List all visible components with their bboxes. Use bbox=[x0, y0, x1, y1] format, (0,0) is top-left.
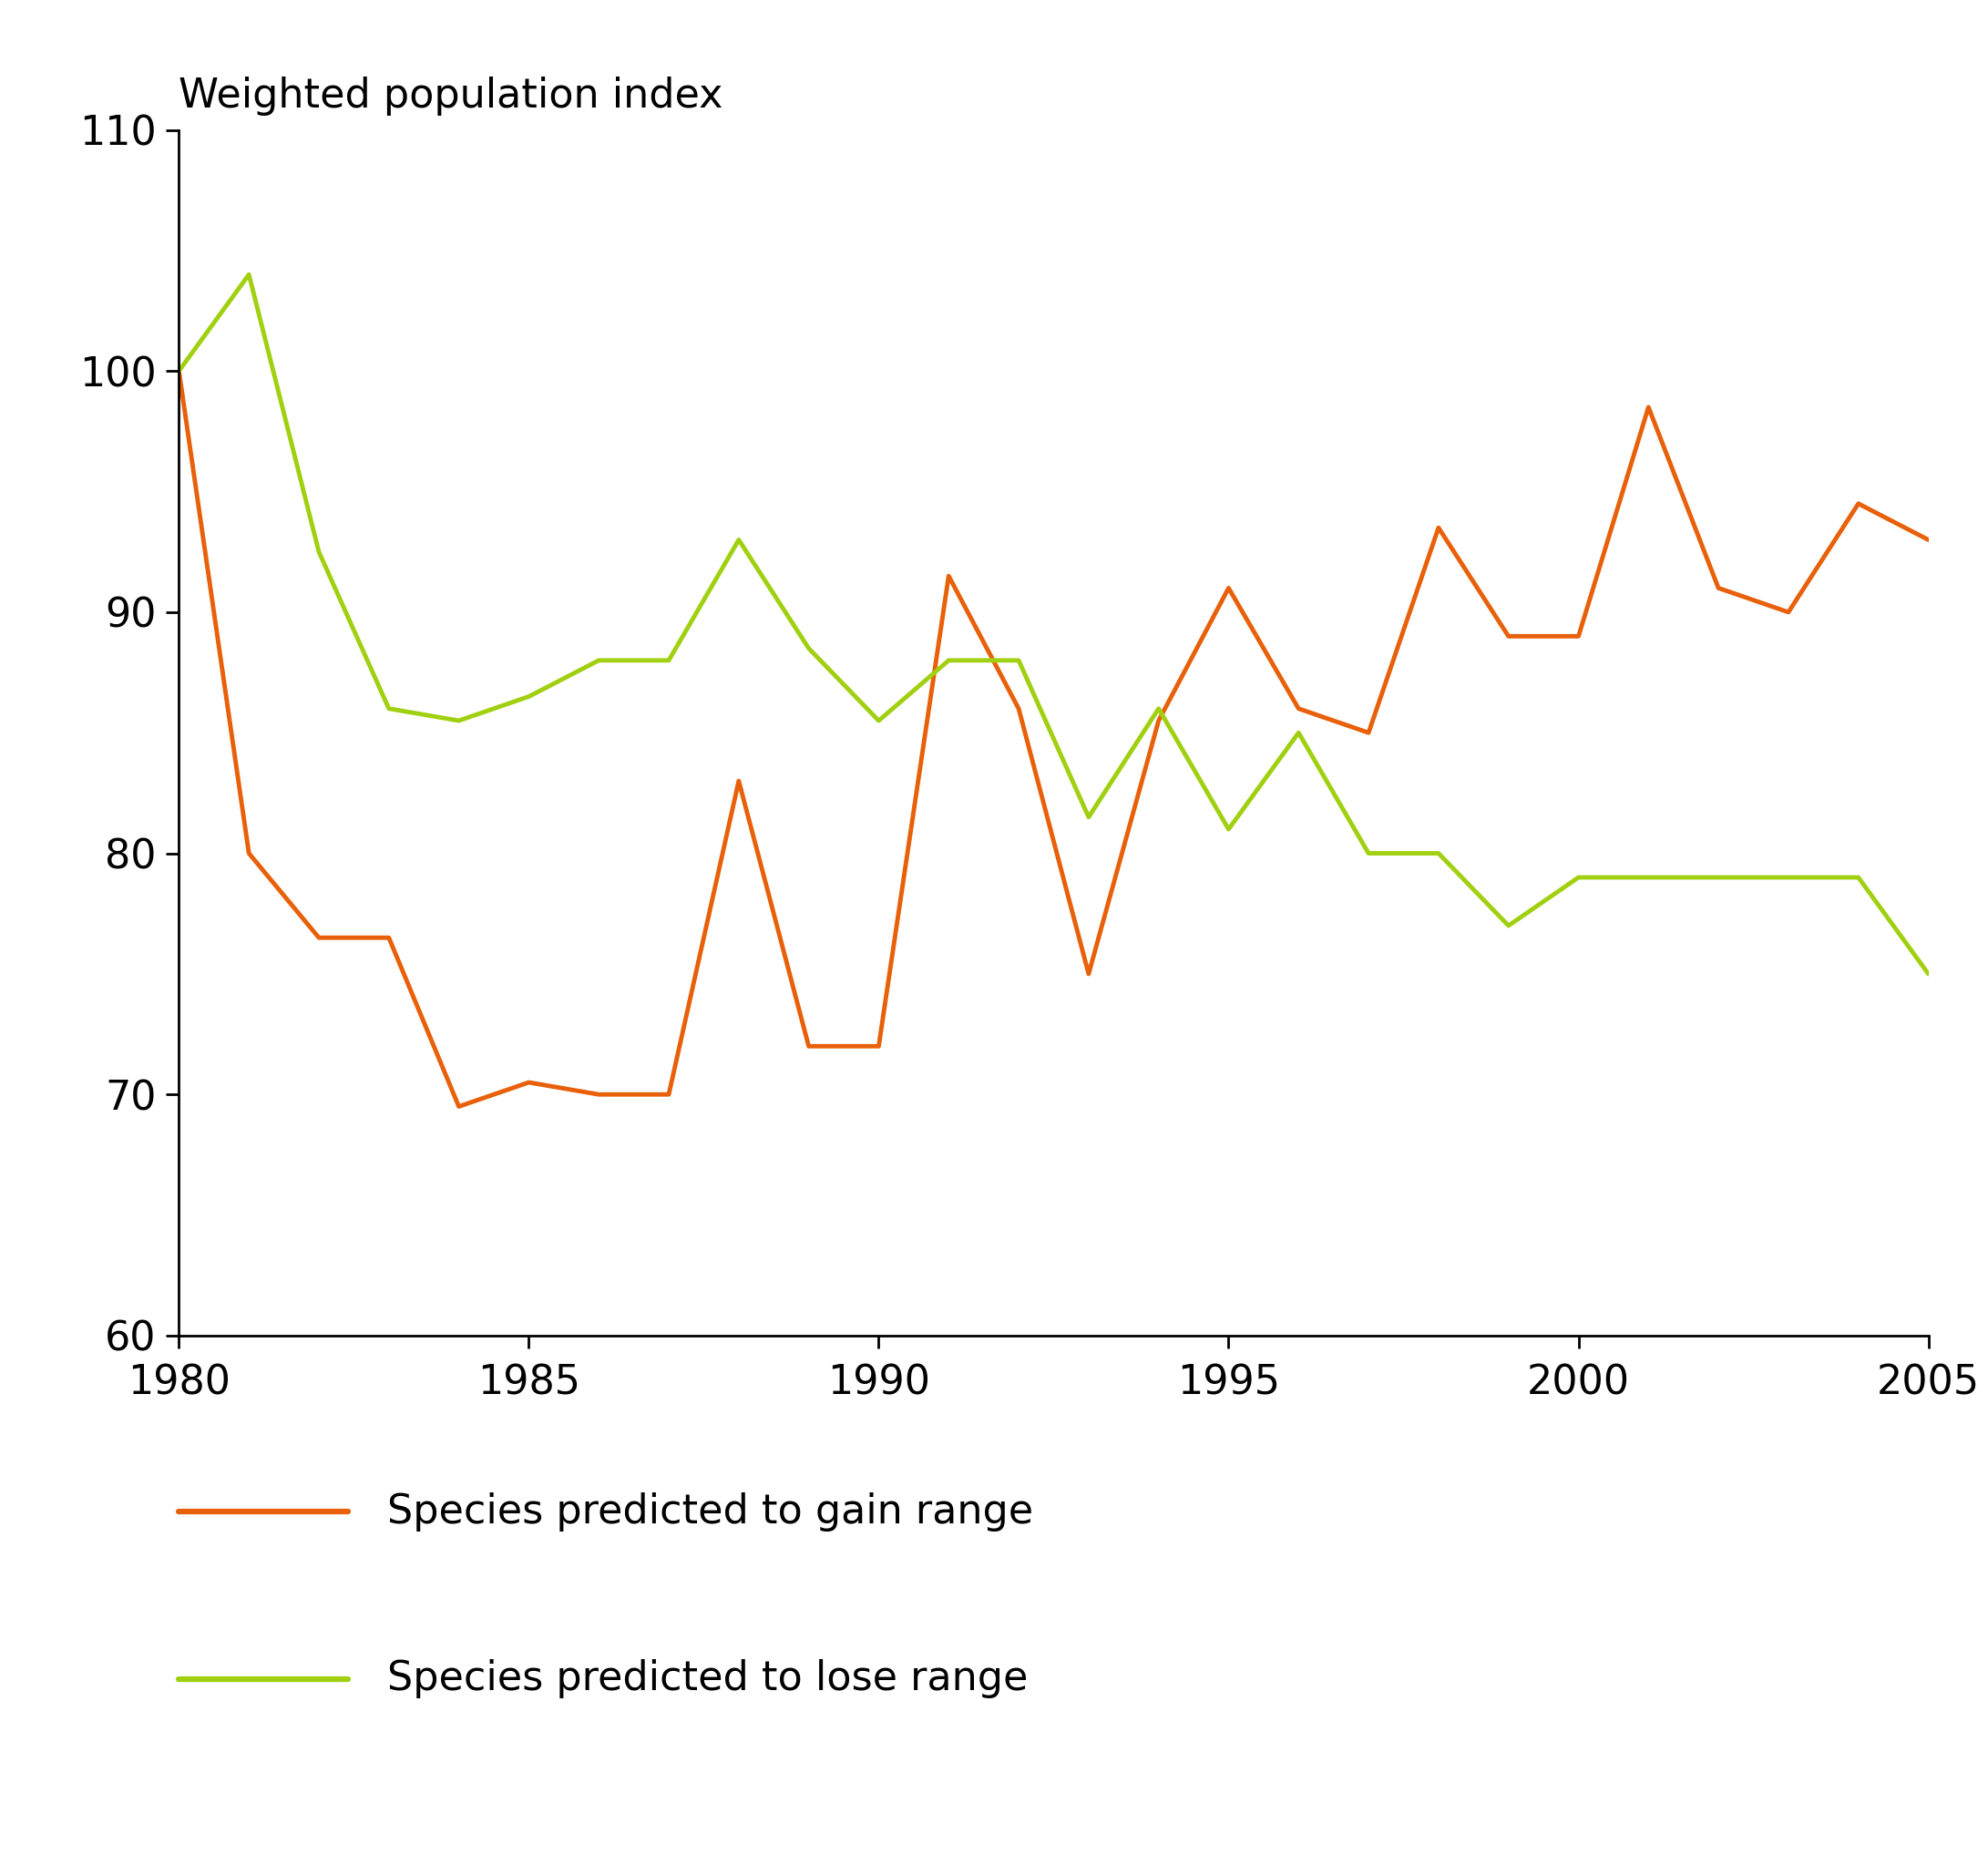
Species predicted to gain range bbox=[728, 770, 751, 792]
Species predicted to gain range bbox=[1077, 963, 1101, 985]
Species predicted to gain range bbox=[1006, 697, 1030, 720]
Species predicted to gain range bbox=[517, 1072, 541, 1094]
Species predicted to gain range bbox=[1777, 601, 1801, 623]
Species predicted to gain range bbox=[1356, 722, 1380, 744]
Species predicted to gain range bbox=[1497, 625, 1521, 647]
Species predicted to gain range bbox=[586, 1083, 610, 1106]
Species predicted to lose range bbox=[237, 263, 260, 286]
Species predicted to lose range bbox=[1356, 842, 1380, 864]
Species predicted to gain range bbox=[1427, 516, 1451, 538]
Species predicted to lose range bbox=[728, 529, 751, 551]
Species predicted to lose range bbox=[167, 360, 191, 382]
Line: Species predicted to lose range: Species predicted to lose range bbox=[179, 275, 1928, 974]
Species predicted to lose range bbox=[1497, 915, 1521, 937]
Line: Species predicted to gain range: Species predicted to gain range bbox=[179, 371, 1928, 1106]
Species predicted to lose range bbox=[1217, 818, 1241, 840]
Species predicted to gain range bbox=[936, 564, 960, 586]
Species predicted to gain range bbox=[1916, 529, 1940, 551]
Species predicted to lose range bbox=[306, 540, 330, 562]
Species predicted to gain range bbox=[1636, 395, 1660, 417]
Species predicted to gain range bbox=[237, 842, 260, 864]
Text: Species predicted to gain range: Species predicted to gain range bbox=[388, 1491, 1034, 1532]
Species predicted to lose range bbox=[797, 638, 821, 660]
Species predicted to gain range bbox=[867, 1035, 891, 1057]
Species predicted to gain range bbox=[1567, 625, 1590, 647]
Species predicted to lose range bbox=[936, 649, 960, 672]
Species predicted to gain range bbox=[447, 1094, 471, 1117]
Species predicted to lose range bbox=[586, 649, 610, 672]
Text: Species predicted to lose range: Species predicted to lose range bbox=[388, 1658, 1028, 1699]
Text: Weighted population index: Weighted population index bbox=[179, 76, 724, 115]
Species predicted to gain range bbox=[1217, 577, 1241, 599]
Species predicted to gain range bbox=[1847, 492, 1871, 514]
Species predicted to gain range bbox=[378, 926, 402, 948]
Species predicted to lose range bbox=[867, 709, 891, 731]
Species predicted to lose range bbox=[656, 649, 680, 672]
Species predicted to gain range bbox=[1286, 697, 1310, 720]
Species predicted to lose range bbox=[1077, 805, 1101, 827]
Species predicted to lose range bbox=[517, 684, 541, 707]
Species predicted to lose range bbox=[1427, 842, 1451, 864]
Species predicted to gain range bbox=[656, 1083, 680, 1106]
Species predicted to lose range bbox=[1006, 649, 1030, 672]
Species predicted to lose range bbox=[1916, 963, 1940, 985]
Species predicted to gain range bbox=[306, 926, 330, 948]
Species predicted to lose range bbox=[1777, 866, 1801, 889]
Species predicted to lose range bbox=[447, 709, 471, 731]
Species predicted to lose range bbox=[1847, 866, 1871, 889]
Species predicted to lose range bbox=[378, 697, 402, 720]
Species predicted to lose range bbox=[1567, 866, 1590, 889]
Species predicted to lose range bbox=[1706, 866, 1730, 889]
Species predicted to gain range bbox=[1147, 709, 1171, 731]
Species predicted to gain range bbox=[167, 360, 191, 382]
Species predicted to lose range bbox=[1286, 722, 1310, 744]
Species predicted to gain range bbox=[1706, 577, 1730, 599]
Species predicted to gain range bbox=[797, 1035, 821, 1057]
Species predicted to lose range bbox=[1636, 866, 1660, 889]
Species predicted to lose range bbox=[1147, 697, 1171, 720]
